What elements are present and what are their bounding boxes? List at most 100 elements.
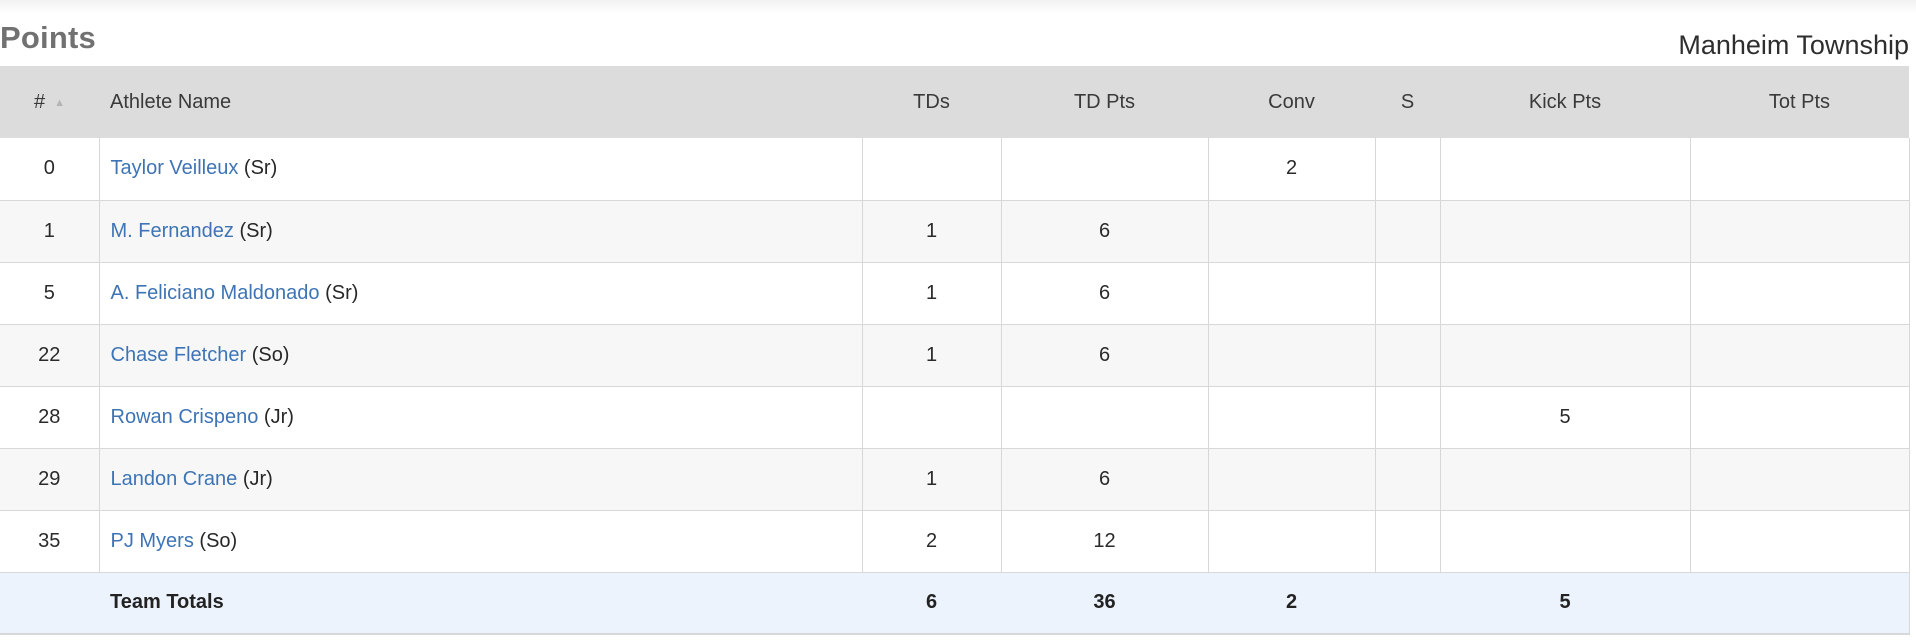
jersey-number: 5 bbox=[0, 262, 100, 325]
athlete-name-cell: M. Fernandez (Sr) bbox=[99, 200, 863, 263]
athlete-link[interactable]: PJ Myers bbox=[110, 529, 194, 552]
table-row: 22 Chase Fletcher (So) 1 6 bbox=[0, 324, 1910, 387]
class-year: (Jr) bbox=[263, 405, 294, 428]
td-pts-cell bbox=[1001, 386, 1209, 449]
column-header-td-pts[interactable]: TD Pts bbox=[1001, 66, 1208, 138]
page-title: Points bbox=[0, 20, 96, 55]
column-header-conv[interactable]: Conv bbox=[1208, 66, 1375, 138]
conv-cell bbox=[1208, 200, 1376, 263]
column-header-tot-pts[interactable]: Tot Pts bbox=[1690, 66, 1909, 138]
tds-cell bbox=[862, 138, 1002, 201]
tot-pts-cell bbox=[1690, 386, 1910, 449]
totals-label: Team Totals bbox=[99, 572, 862, 635]
kick-pts-cell bbox=[1440, 448, 1691, 511]
tot-pts-cell bbox=[1690, 448, 1910, 511]
td-pts-cell: 6 bbox=[1001, 448, 1209, 511]
kick-pts-cell bbox=[1440, 138, 1691, 201]
column-header-number[interactable]: # ▲ bbox=[0, 66, 99, 138]
td-pts-cell bbox=[1001, 138, 1209, 201]
conv-cell bbox=[1208, 262, 1376, 325]
athlete-name-cell: Taylor Veilleux (Sr) bbox=[99, 138, 863, 201]
class-year: (Sr) bbox=[243, 157, 278, 180]
team-name: Manheim Township bbox=[1678, 30, 1909, 60]
team-totals-row: Team Totals 6 36 2 5 bbox=[0, 572, 1910, 635]
conv-cell bbox=[1208, 324, 1376, 387]
table-footer: Team Totals 6 36 2 5 bbox=[0, 572, 1910, 635]
athlete-link[interactable]: Taylor Veilleux bbox=[110, 157, 239, 180]
conv-cell: 2 bbox=[1208, 138, 1376, 201]
conv-cell bbox=[1208, 510, 1376, 573]
tds-cell bbox=[862, 386, 1002, 449]
tds-cell: 2 bbox=[862, 510, 1002, 573]
conv-cell bbox=[1208, 386, 1376, 449]
sort-ascending-icon: ▲ bbox=[54, 96, 65, 109]
kick-pts-cell bbox=[1440, 200, 1691, 263]
tds-cell: 1 bbox=[862, 262, 1002, 325]
td-pts-cell: 6 bbox=[1001, 200, 1209, 263]
athlete-link[interactable]: Chase Fletcher bbox=[110, 343, 247, 366]
totals-empty-cell bbox=[0, 572, 99, 635]
header-row: # ▲ Athlete Name TDs TD Pts Conv S Kick P… bbox=[0, 66, 1909, 138]
totals-s bbox=[1375, 572, 1440, 635]
table-row: 29 Landon Crane (Jr) 1 6 bbox=[0, 448, 1910, 511]
kick-pts-cell bbox=[1440, 510, 1691, 573]
totals-kick-pts: 5 bbox=[1440, 572, 1690, 635]
athlete-link[interactable]: Landon Crane bbox=[110, 467, 238, 490]
column-header-tds[interactable]: TDs bbox=[862, 66, 1001, 138]
table-header: # ▲ Athlete Name TDs TD Pts Conv S Kick P… bbox=[0, 66, 1909, 138]
kick-pts-cell bbox=[1440, 324, 1691, 387]
athlete-name-cell: A. Feliciano Maldonado (Sr) bbox=[99, 262, 863, 325]
tot-pts-cell bbox=[1690, 510, 1910, 573]
tds-cell: 1 bbox=[862, 200, 1002, 263]
header-bar: Points Manheim Township bbox=[0, 0, 1909, 66]
number-header-label: # bbox=[33, 90, 46, 113]
s-cell bbox=[1375, 262, 1441, 325]
s-cell bbox=[1375, 386, 1441, 449]
athlete-link[interactable]: M. Fernandez bbox=[110, 219, 234, 242]
td-pts-cell: 6 bbox=[1001, 324, 1209, 387]
athlete-name-cell: Rowan Crispeno (Jr) bbox=[99, 386, 863, 449]
table-row: 0 Taylor Veilleux (Sr) 2 bbox=[0, 138, 1910, 201]
points-table: # ▲ Athlete Name TDs TD Pts Conv S Kick P… bbox=[0, 66, 1910, 635]
tds-cell: 1 bbox=[862, 324, 1002, 387]
s-cell bbox=[1375, 510, 1441, 573]
s-cell bbox=[1375, 448, 1441, 511]
jersey-number: 1 bbox=[0, 200, 100, 263]
conv-cell bbox=[1208, 448, 1376, 511]
column-header-kick-pts[interactable]: Kick Pts bbox=[1440, 66, 1690, 138]
class-year: (Sr) bbox=[325, 281, 359, 304]
jersey-number: 28 bbox=[0, 386, 100, 449]
s-cell bbox=[1375, 324, 1441, 387]
jersey-number: 35 bbox=[0, 510, 100, 573]
tot-pts-cell bbox=[1690, 200, 1910, 263]
class-year: (Sr) bbox=[239, 219, 273, 242]
tds-cell: 1 bbox=[862, 448, 1002, 511]
athlete-link[interactable]: A. Feliciano Maldonado bbox=[110, 281, 320, 304]
td-pts-cell: 6 bbox=[1001, 262, 1209, 325]
table-row: 35 PJ Myers (So) 2 12 bbox=[0, 510, 1910, 573]
column-header-s[interactable]: S bbox=[1375, 66, 1440, 138]
kick-pts-cell bbox=[1440, 262, 1691, 325]
table-row: 28 Rowan Crispeno (Jr) 5 bbox=[0, 386, 1910, 449]
jersey-number: 29 bbox=[0, 448, 100, 511]
column-header-athlete-name[interactable]: Athlete Name bbox=[99, 66, 862, 138]
athlete-name-cell: Chase Fletcher (So) bbox=[99, 324, 863, 387]
table-row: 5 A. Feliciano Maldonado (Sr) 1 6 bbox=[0, 262, 1910, 325]
class-year: (So) bbox=[251, 343, 290, 366]
athlete-name-cell: PJ Myers (So) bbox=[99, 510, 863, 573]
s-cell bbox=[1375, 138, 1441, 201]
totals-tds: 6 bbox=[862, 572, 1001, 635]
class-year: (Jr) bbox=[242, 467, 273, 490]
table-row: 1 M. Fernandez (Sr) 1 6 bbox=[0, 200, 1910, 263]
jersey-number: 22 bbox=[0, 324, 100, 387]
totals-tot-pts bbox=[1690, 572, 1910, 635]
s-cell bbox=[1375, 200, 1441, 263]
totals-td-pts: 36 bbox=[1001, 572, 1208, 635]
athlete-link[interactable]: Rowan Crispeno bbox=[110, 405, 259, 428]
table-body: 0 Taylor Veilleux (Sr) 2 1 M. Fernandez … bbox=[0, 138, 1910, 573]
td-pts-cell: 12 bbox=[1001, 510, 1209, 573]
class-year: (So) bbox=[199, 529, 238, 552]
totals-conv: 2 bbox=[1208, 572, 1375, 635]
tot-pts-cell bbox=[1690, 138, 1910, 201]
